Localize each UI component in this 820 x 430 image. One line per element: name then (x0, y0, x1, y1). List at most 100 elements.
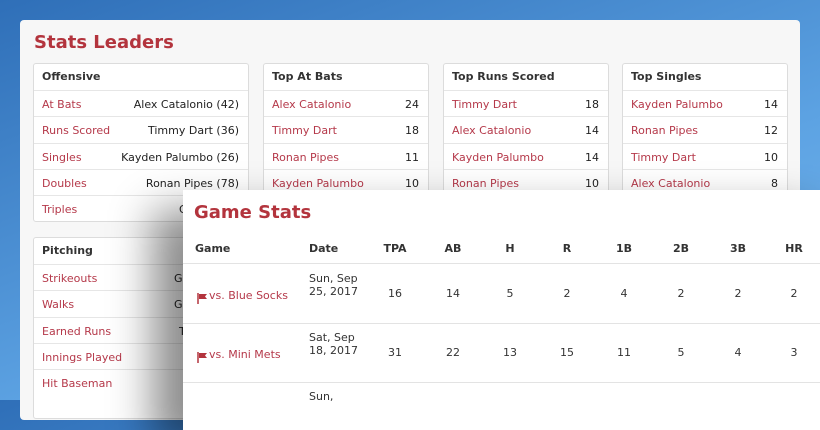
stat-value: 10 (585, 176, 599, 190)
box-title: Pitching (42, 244, 93, 257)
stat-link[interactable]: Alex Catalonio (631, 176, 711, 190)
column-header: Date (309, 242, 339, 255)
leader-row: Runs Scored Timmy Dart (36) (34, 116, 248, 143)
leader-box: Top Singles Kayden Palumbo 14 Ronan Pipes 12… (622, 63, 788, 215)
stat-cell: 5 (677, 346, 685, 359)
stat-link[interactable]: Runs Scored (42, 124, 111, 138)
game-stats-title: Game Stats (194, 202, 312, 223)
leader-row: Kayden Palumbo 10 (264, 168, 428, 196)
stat-cell: 2 (734, 287, 742, 300)
flag-icon (197, 348, 208, 363)
stat-cell: 13 (503, 346, 517, 359)
game-stats-panel: Game Stats Game Date TPA AB H R 1B 2B 3B HR vs. Bl… (183, 190, 820, 430)
row-divider (183, 323, 820, 324)
game-date: Sun, Sep 25, 2017 (309, 272, 358, 298)
leader-row: At Bats Alex Catalonio (42) (34, 90, 248, 117)
page: Stats Leaders Offensive At Bats Alex Catal… (0, 0, 820, 419)
stat-value: 14 (764, 98, 778, 111)
header-divider (183, 263, 820, 264)
stat-link[interactable]: Innings Played (42, 350, 123, 364)
leader-row: Kayden Palumbo 14 (623, 90, 787, 117)
leader-row: Innings Played (34, 342, 248, 370)
stat-link[interactable]: Ronan Pipes (631, 124, 698, 138)
stat-cell: 14 (446, 287, 460, 300)
stat-link[interactable]: Timmy Dart (272, 124, 337, 138)
stat-value: 8 (771, 176, 778, 190)
game-link[interactable]: vs. Blue Socks (209, 289, 288, 302)
leader-row: Singles Kayden Palumbo (26) (34, 142, 248, 170)
stat-link[interactable]: Earned Runs (42, 324, 112, 338)
leader-row: Alex Catalonio 8 (623, 168, 787, 196)
stat-link[interactable]: Timmy Dart (452, 98, 517, 111)
stat-cell: 15 (560, 346, 574, 359)
stat-cell: 31 (388, 346, 402, 359)
column-header: 3B (729, 242, 747, 255)
leader-row: Alex Catalonio 14 (444, 116, 608, 143)
column-header: AB (444, 242, 462, 255)
stat-link[interactable]: Triples (42, 203, 78, 217)
stat-cell: 2 (790, 287, 798, 300)
stat-link[interactable]: Alex Catalonio (452, 124, 532, 138)
box-title: Top Singles (631, 70, 702, 83)
stat-value: 18 (585, 98, 599, 111)
stat-link[interactable]: Ronan Pipes (452, 176, 519, 190)
stat-cell: 4 (734, 346, 742, 359)
leader-row: Timmy Dart 18 (444, 90, 608, 117)
stat-link[interactable]: Doubles (42, 176, 87, 190)
stat-cell: 11 (617, 346, 631, 359)
stat-link[interactable]: Strikeouts (42, 272, 98, 285)
box-title: Offensive (42, 70, 101, 83)
leader-row: Ronan Pipes 12 (623, 116, 787, 143)
leader-box: Offensive At Bats Alex Catalonio (42) Runs … (33, 63, 249, 222)
stats-leaders-title: Stats Leaders (34, 32, 174, 53)
stat-value: 12 (764, 124, 778, 138)
stat-link[interactable]: Timmy Dart (631, 150, 696, 164)
leader-box: Top At Bats Alex Catalonio 24 Timmy Dart 18 R… (263, 63, 429, 215)
row-divider (183, 382, 820, 383)
stat-value: 24 (405, 98, 419, 111)
stat-value: 14 (585, 124, 599, 138)
stat-value: Timmy Dart (36) (148, 124, 239, 138)
stat-link[interactable]: Hit Baseman (42, 377, 113, 391)
stat-value: 10 (405, 176, 419, 190)
stat-link[interactable]: At Bats (42, 98, 82, 111)
column-header: R (562, 242, 572, 255)
game-date: Sun, (309, 390, 334, 403)
game-link[interactable]: vs. Mini Mets (209, 348, 281, 361)
stat-cell: 5 (506, 287, 514, 300)
stat-cell: 2 (677, 287, 685, 300)
column-header: 2B (672, 242, 690, 255)
column-header: Game (195, 242, 231, 255)
leader-row: Ronan Pipes 10 (444, 168, 608, 196)
stat-value: 18 (405, 124, 419, 138)
box-title: Top At Bats (272, 70, 343, 83)
stat-link[interactable]: Singles (42, 150, 82, 164)
leader-row: Hit Baseman (34, 369, 248, 396)
column-header: H (505, 242, 515, 255)
stat-value: Ronan Pipes (78) (145, 176, 239, 190)
column-header: HR (785, 242, 803, 255)
stat-link[interactable]: Ronan Pipes (272, 150, 339, 164)
stat-value: 10 (764, 150, 778, 164)
stat-cell: 4 (620, 287, 628, 300)
stat-cell: 3 (790, 346, 798, 359)
flag-icon (197, 289, 208, 304)
leader-row: Timmy Dart 10 (623, 142, 787, 170)
stat-value: Kayden Palumbo (26) (121, 150, 239, 164)
leader-row: Doubles Ronan Pipes (78) (34, 168, 248, 196)
leader-row: Ronan Pipes 11 (264, 142, 428, 170)
stat-cell: 16 (388, 287, 402, 300)
stat-link[interactable]: Kayden Palumbo (452, 150, 544, 164)
leader-row: Kayden Palumbo 14 (444, 142, 608, 170)
stat-link[interactable]: Kayden Palumbo (631, 98, 723, 111)
stat-value: 11 (405, 150, 419, 164)
leader-row: Alex Catalonio 24 (264, 90, 428, 117)
stat-link[interactable]: Walks (42, 298, 75, 312)
stat-link[interactable]: Kayden Palumbo (272, 176, 364, 190)
stat-link[interactable]: Alex Catalonio (272, 98, 352, 111)
game-date: Sat, Sep 18, 2017 (309, 331, 358, 357)
column-header: TPA (383, 242, 407, 255)
stat-value: Alex Catalonio (42) (133, 98, 239, 111)
stat-value: 14 (585, 150, 599, 164)
leader-row: Timmy Dart 18 (264, 116, 428, 143)
